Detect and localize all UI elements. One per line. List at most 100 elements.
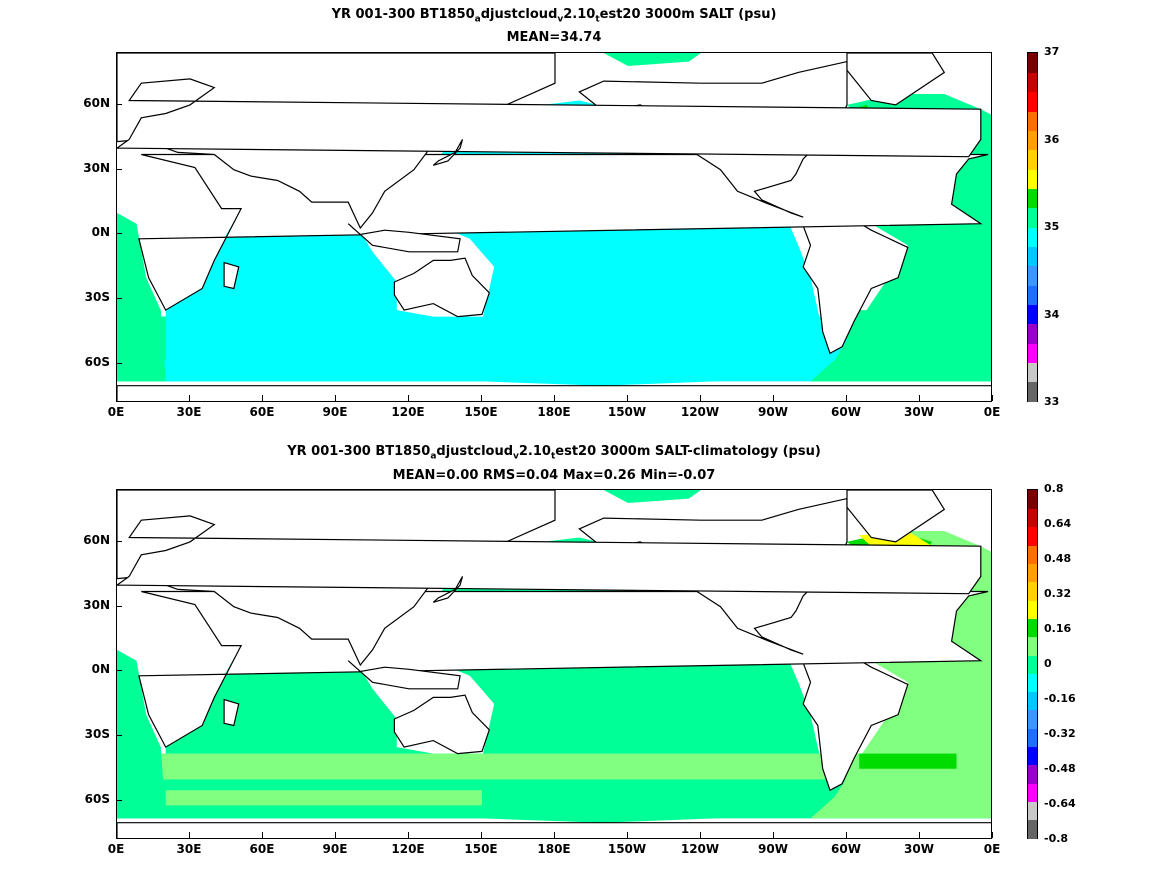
colorbar-label: 0.16 [1044,622,1072,635]
y-tick-label: 60S [84,792,110,807]
chart-title: YR 001-300 BT1850adjustcloudv2.10test20 … [287,444,821,462]
y-tick-mark [116,800,122,802]
colorbar-segment [1028,728,1037,748]
colorbar-segment [1028,323,1037,344]
x-tick-mark [116,832,117,838]
atlantic-east-region [117,649,166,819]
colorbar-segment [1028,508,1037,528]
land-greenland [846,490,946,543]
colorbar-segment [1028,490,1037,509]
land-australia [393,694,490,755]
x-tick-mark [773,395,774,401]
land-samerica [797,649,909,792]
x-tick-mark [700,395,701,401]
y-tick-label: 30N [83,597,110,612]
land-europe [117,78,982,158]
x-tick-label: 30E [176,842,202,856]
x-tick-label: 30W [904,842,934,856]
x-tick-label: 60E [249,405,275,419]
y-tick-label: 0N [91,662,110,677]
x-tick-mark [335,395,336,401]
colorbar-segment [1028,343,1037,363]
x-tick-label: 60E [249,842,275,856]
colorbar-label: -0.8 [1044,832,1069,845]
land-japan [432,576,464,603]
colorbar-segment [1028,91,1037,112]
colorbar [1027,489,1038,839]
colorbar-label: -0.16 [1044,692,1076,705]
x-tick-label: 60W [831,842,861,856]
x-tick-mark [846,832,847,838]
x-tick-label: 0E [983,405,1001,419]
colorbar-segment [1028,130,1037,151]
y-tick-label: 60S [84,355,110,370]
y-tick-label: 30N [83,160,110,175]
x-tick-mark [262,832,263,838]
colorbar-segment [1028,563,1037,583]
southern-band-region [165,790,482,806]
x-tick-mark [846,395,847,401]
colorbar-label: -0.32 [1044,727,1076,740]
x-tick-mark [627,395,628,401]
colorbar-label: 36 [1044,132,1060,146]
x-tick-mark [554,395,555,401]
salinity-map [116,52,992,402]
y-tick-mark [116,605,122,607]
y-tick-label: 0N [91,225,110,240]
colorbar-segment [1028,673,1037,693]
colorbar-label: -0.64 [1044,797,1076,810]
x-tick-label: 90W [758,405,788,419]
atlantic-south-region [117,316,166,360]
land-samerica [797,212,909,355]
atlantic-south-region [847,310,991,354]
y-tick-mark [116,298,122,300]
colorbar-segment [1028,654,1037,674]
x-tick-label: 120E [391,405,425,419]
x-tick-label: 0E [983,842,1001,856]
x-tick-mark [773,832,774,838]
colorbar-label: 0.64 [1044,517,1072,530]
y-tick-mark [116,735,122,737]
x-tick-mark [919,395,920,401]
colorbar-segment [1028,265,1037,286]
chart-subtitle: MEAN=0.00 RMS=0.04 Max=0.26 Min=-0.07 [392,468,716,483]
x-tick-mark [554,832,555,838]
colorbar-segment [1028,599,1037,619]
colorbar-segment [1028,544,1037,564]
colorbar-segment [1028,169,1037,189]
x-tick-label: 180E [537,842,571,856]
x-tick-label: 180E [537,405,571,419]
colorbar-segment [1028,691,1037,711]
x-tick-mark [408,832,409,838]
y-tick-mark [116,168,122,170]
x-tick-label: 120W [680,405,720,419]
x-tick-mark [992,832,993,838]
x-tick-label: 150W [607,405,647,419]
land-europe [117,515,982,595]
y-tick-label: 60N [83,532,110,547]
x-tick-label: 60W [831,405,861,419]
x-tick-label: 90E [322,405,348,419]
colorbar-segment [1028,285,1037,305]
colorbar-label: 35 [1044,220,1060,233]
colorbar-segment [1028,304,1037,325]
colorbar-segment [1028,188,1037,209]
y-tick-label: 30S [84,290,110,305]
land-indonesia [347,223,461,253]
land-madagascar [223,698,240,727]
x-tick-mark [335,832,336,838]
x-tick-label: 90E [322,842,348,856]
colorbar-label: 0.8 [1044,482,1064,495]
colorbar-label: 0.32 [1044,587,1072,600]
x-tick-mark [189,395,190,401]
map-canvas [117,490,991,838]
colorbar-segment [1028,53,1037,73]
y-tick-label: 30S [84,727,110,742]
x-tick-mark [481,832,482,838]
colorbar-label: 0 [1044,657,1052,670]
x-tick-label: 150E [464,842,498,856]
colorbar-segment [1028,72,1037,93]
land-australia [393,257,490,318]
colorbar-segment [1028,783,1037,803]
